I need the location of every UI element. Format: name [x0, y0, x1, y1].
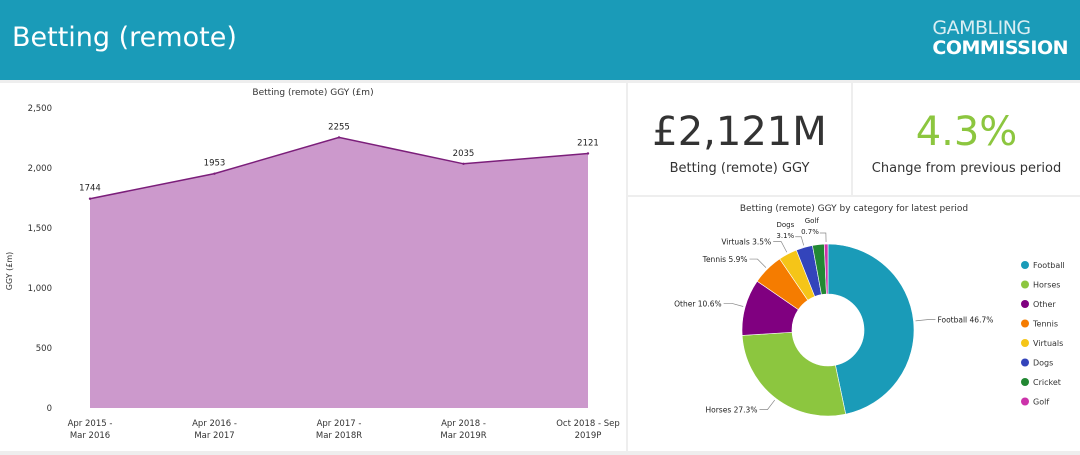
data-label: 1744 — [79, 184, 101, 194]
legend-item-golf[interactable]: Golf — [1033, 398, 1049, 407]
x-tick-label: Oct 2018 - Sep — [556, 419, 620, 429]
leader-line — [773, 241, 788, 253]
legend-swatch — [1021, 300, 1029, 308]
leader-line — [819, 232, 827, 243]
slice-label: Other 10.6% — [674, 299, 722, 308]
slice-label: Horses 27.3% — [706, 406, 758, 415]
slice-label: Football 46.7% — [937, 316, 993, 325]
data-point[interactable] — [213, 172, 216, 175]
legend-swatch — [1021, 358, 1029, 367]
data-point[interactable] — [88, 197, 92, 200]
x-tick-label: Mar 2017 — [194, 431, 234, 441]
x-tick-label: Mar 2019R — [440, 431, 486, 441]
y-tick-label: 2,000 — [28, 164, 52, 174]
leader-line — [723, 302, 744, 307]
slice-label: Virtuals 3.5% — [721, 238, 771, 247]
slice-label: Dogs — [776, 221, 794, 229]
ggy-area-chart: Betting (remote) GGY (£m) GGY (£m) 0 500 1… — [5, 88, 620, 441]
logo-line-1: GAMBLING — [932, 17, 1031, 39]
slice-label: Golf — [805, 217, 820, 225]
x-tick-label: Mar 2018R — [316, 431, 362, 441]
legend-swatch — [1021, 319, 1029, 328]
donut-chart-title: Betting (remote) GGY by category for lat… — [740, 204, 968, 214]
legend-item-other[interactable]: Other — [1033, 300, 1056, 309]
legend-item-virtuals[interactable]: Virtuals — [1033, 339, 1063, 348]
data-label: 2121 — [577, 138, 599, 148]
category-donut-chart: Betting (remote) GGY by category for lat… — [674, 204, 1065, 417]
kpi-card-ggy[interactable]: £2,121M Betting (remote) GGY — [628, 83, 851, 195]
legend-item-football[interactable]: Football — [1033, 261, 1065, 270]
area-chart-y-axis-label: GGY (£m) — [5, 252, 14, 291]
kpi-ggy-value: £2,121M — [652, 109, 827, 155]
legend-item-tennis[interactable]: Tennis — [1032, 320, 1058, 329]
legend-swatch — [1021, 339, 1029, 347]
data-point[interactable] — [586, 152, 590, 155]
x-tick-label: 2019P — [575, 431, 602, 441]
data-label: 1953 — [204, 159, 226, 169]
area-chart-title: Betting (remote) GGY (£m) — [252, 88, 373, 98]
legend-item-cricket[interactable]: Cricket — [1033, 378, 1061, 387]
kpi-card-change[interactable]: 4.3% Change from previous period — [853, 83, 1080, 195]
category-donut-chart-panel[interactable]: Betting (remote) GGY by category for lat… — [628, 197, 1080, 451]
leader-line — [759, 399, 776, 410]
y-tick-label: 500 — [36, 344, 52, 354]
leader-line — [915, 319, 936, 322]
logo-line-2: COMMISSION — [932, 37, 1068, 59]
legend-item-dogs[interactable]: Dogs — [1033, 359, 1053, 368]
x-tick-label: Apr 2015 - — [68, 419, 113, 429]
legend-swatch — [1021, 397, 1029, 406]
data-label: 2255 — [328, 122, 350, 132]
x-tick-label: Apr 2018 - — [441, 419, 486, 429]
y-tick-label: 0 — [47, 404, 52, 414]
legend-swatch — [1021, 280, 1029, 289]
page-title: Betting (remote) — [12, 22, 237, 53]
kpi-change-value: 4.3% — [915, 109, 1018, 155]
page-header: Betting (remote) GAMBLING COMMISSION — [0, 0, 1080, 80]
ggy-area-chart-panel[interactable]: Betting (remote) GGY (£m) GGY (£m) 0 500 1… — [0, 83, 626, 451]
donut-slice-football[interactable] — [827, 243, 915, 415]
donut-slice-golf[interactable] — [823, 243, 829, 295]
y-tick-label: 1,000 — [28, 284, 52, 294]
legend-swatch — [1021, 261, 1029, 269]
y-tick-label: 2,500 — [28, 104, 52, 114]
gambling-commission-logo: GAMBLING COMMISSION — [932, 18, 1068, 58]
leader-line — [749, 258, 767, 268]
slice-label: 3.1% — [776, 232, 794, 240]
x-tick-label: Mar 2016 — [70, 431, 110, 441]
y-tick-label: 1,500 — [28, 224, 52, 234]
data-label: 2035 — [453, 149, 475, 159]
legend-item-horses[interactable]: Horses — [1033, 281, 1060, 290]
x-tick-label: Apr 2017 - — [317, 419, 362, 429]
legend-swatch — [1021, 378, 1029, 386]
data-point[interactable] — [462, 162, 465, 165]
donut-slice-horses[interactable] — [741, 331, 847, 417]
leader-line — [795, 236, 805, 246]
x-tick-label: Apr 2016 - — [192, 419, 237, 429]
area-fill — [90, 137, 588, 408]
kpi-change-label: Change from previous period — [871, 161, 1062, 176]
data-point[interactable] — [337, 136, 341, 139]
slice-label: 0.7% — [801, 228, 819, 236]
kpi-ggy-label: Betting (remote) GGY — [669, 161, 810, 176]
slice-label: Tennis 5.9% — [702, 255, 748, 264]
